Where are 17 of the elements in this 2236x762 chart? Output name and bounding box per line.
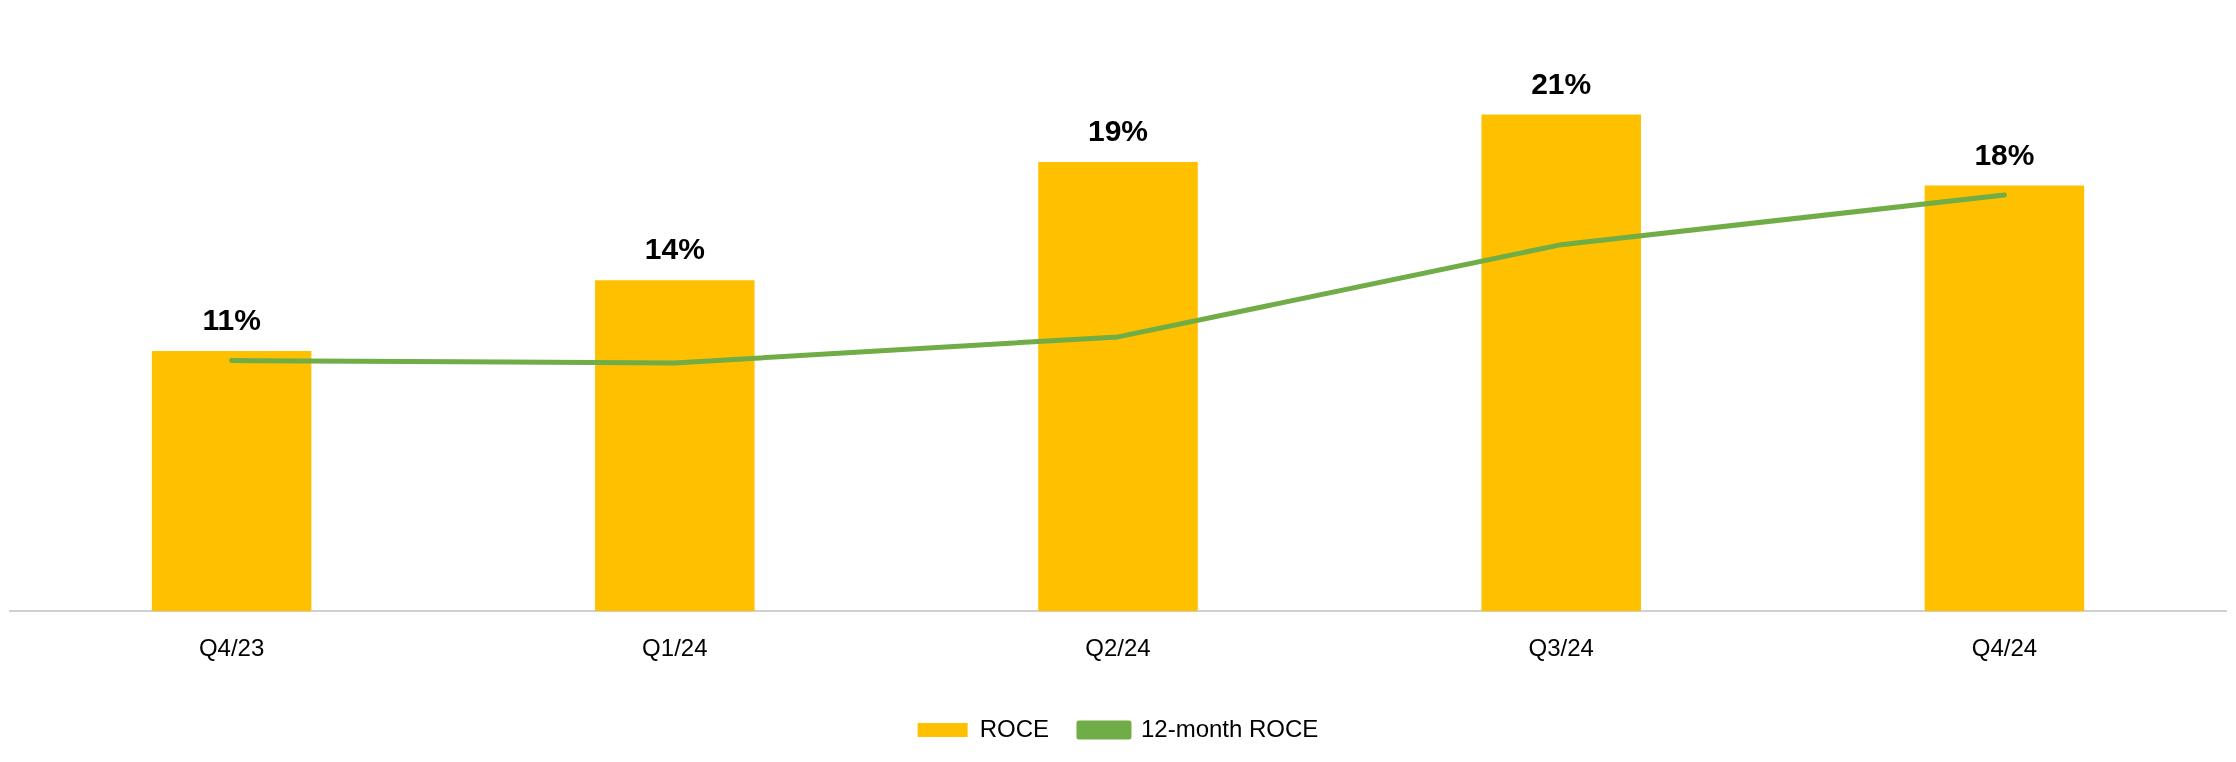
bar <box>595 280 755 612</box>
x-tick-label: Q1/24 <box>642 634 708 662</box>
bar <box>1481 114 1641 612</box>
x-tick-label: Q4/23 <box>198 634 265 662</box>
legend-label: ROCE <box>979 714 1049 742</box>
data-label: 19% <box>1087 114 1149 148</box>
data-label: 14% <box>644 232 705 266</box>
x-tick-label: Q2/24 <box>1085 634 1151 662</box>
data-label: 18% <box>1974 137 2035 171</box>
data-label: 21% <box>1531 66 1592 100</box>
bar <box>1038 161 1198 612</box>
data-label: 11% <box>202 303 261 337</box>
legend-label: 12-month ROCE <box>1140 714 1319 742</box>
bar <box>151 351 312 612</box>
x-tick-label: Q4/24 <box>1971 634 2038 662</box>
x-tick-label: Q3/24 <box>1528 634 1594 662</box>
bar <box>1924 185 2085 612</box>
